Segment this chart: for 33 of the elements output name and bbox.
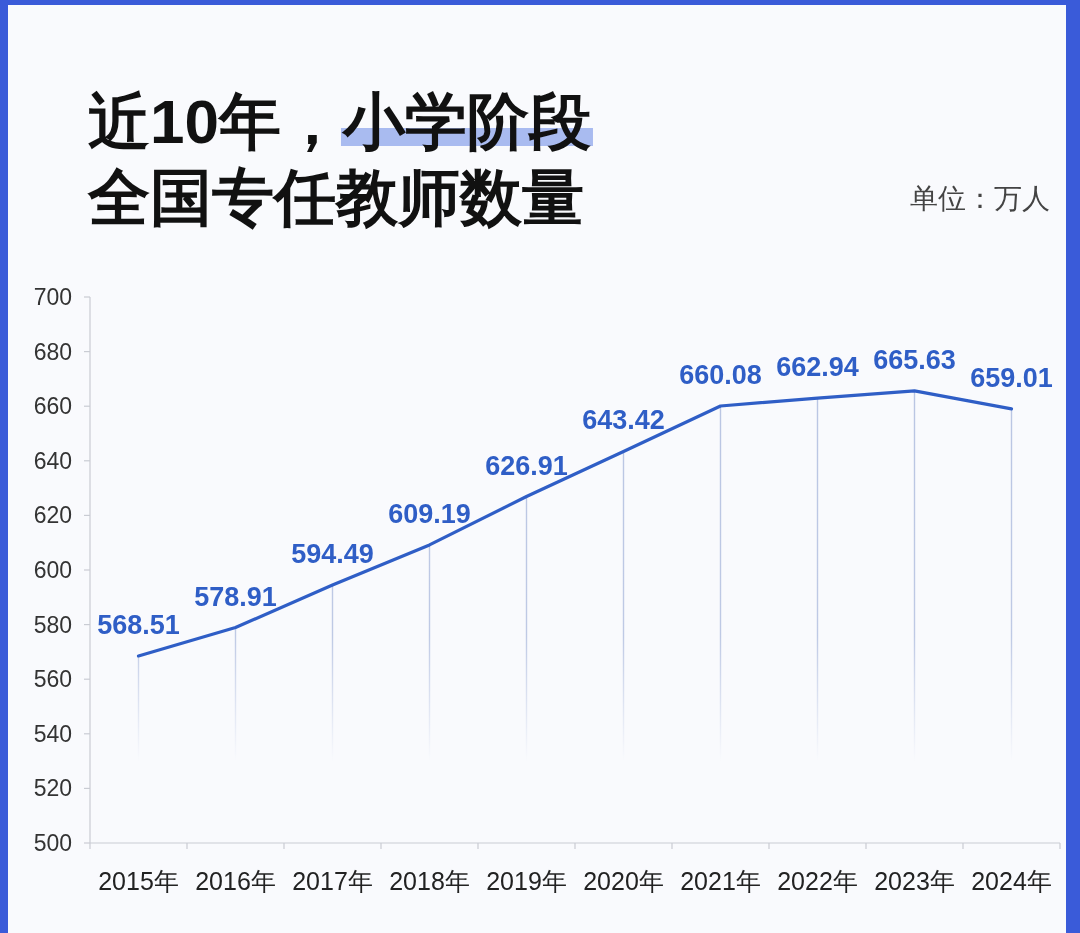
data-label: 609.19 [388,498,471,529]
data-label: 662.94 [776,352,859,383]
data-label: 626.91 [485,450,568,481]
data-label: 568.51 [97,609,180,640]
y-tick-label: 660 [33,393,72,420]
x-tick-label: 2019年 [486,867,567,895]
y-tick-label: 560 [33,666,72,693]
text: 单位：万人 [910,183,1050,214]
data-label: 643.42 [582,405,665,436]
y-tick-label: 520 [33,775,72,802]
x-tick-label: 2015年 [98,867,179,895]
x-tick-label: 2021年 [680,867,761,895]
x-tick-label: 2024年 [971,867,1052,895]
y-tick-label: 640 [33,447,72,474]
data-label: 665.63 [873,344,956,375]
chart-title: 近10年，小学阶段全国专任教师数量 [87,87,591,232]
y-tick-label: 600 [33,557,72,583]
x-tick-label: 2022年 [777,867,858,895]
x-tick-label: 2018年 [389,867,470,895]
data-label: 660.08 [679,359,762,390]
x-tick-label: 2023年 [874,867,955,895]
y-tick-label: 500 [33,830,72,856]
x-tick-label: 2017年 [292,867,373,895]
y-tick-label: 680 [33,338,72,365]
y-tick-label: 580 [33,611,72,638]
y-tick-label: 540 [33,720,72,747]
y-tick-label: 700 [33,284,72,310]
data-label: 578.91 [194,581,277,612]
x-tick-label: 2020年 [583,867,664,895]
data-label: 594.49 [291,539,374,570]
x-tick-label: 2016年 [195,867,276,895]
y-tick-label: 620 [33,502,72,529]
data-label: 659.01 [970,362,1053,393]
